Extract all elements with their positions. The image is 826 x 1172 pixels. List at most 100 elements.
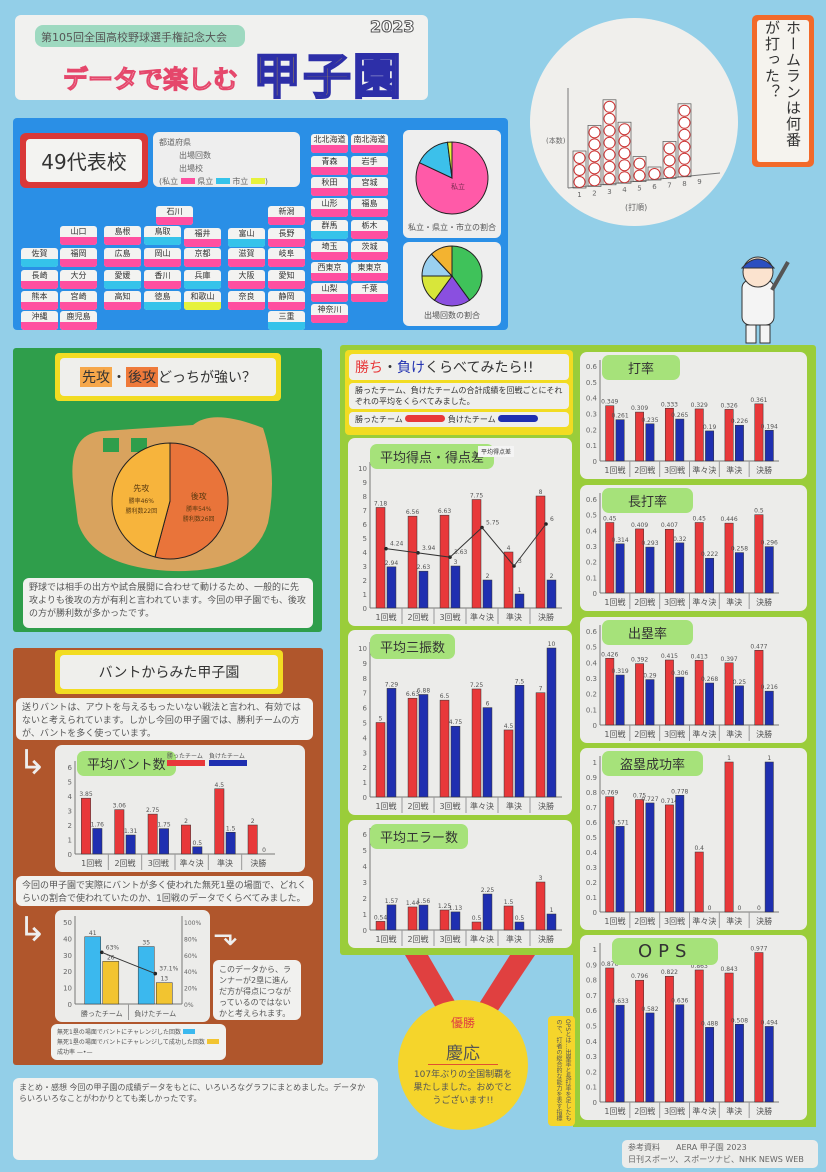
data-label: 0.397 xyxy=(720,656,737,663)
data-label: 35 xyxy=(142,940,150,947)
prefecture-name: 愛媛 xyxy=(114,271,131,280)
x-tick-label: 3回戦 xyxy=(664,1106,685,1116)
y-tick-label: 7 xyxy=(363,507,367,515)
school-type-bar xyxy=(144,281,181,289)
y-tick-label: 0.3 xyxy=(586,411,597,419)
y-tick-label: 1 xyxy=(363,911,367,919)
baseball-icon xyxy=(618,147,631,160)
y-tick-label: 6 xyxy=(363,831,368,839)
bar-lose xyxy=(482,893,493,931)
pie-caption: 私立・県立・市立の割合 xyxy=(408,223,496,232)
prefecture-tile: 兵庫 xyxy=(184,270,221,289)
chart-title: 長打率 xyxy=(602,488,694,513)
compare-legend: 勝ったチーム 負けたチーム xyxy=(349,412,569,427)
y-tick-label: 10 xyxy=(63,985,72,993)
prefecture-tile: 山梨 xyxy=(311,283,348,302)
prefecture-tile: 東東京 xyxy=(351,262,388,281)
prefecture-name: 香川 xyxy=(154,271,171,280)
bar-lose xyxy=(450,725,461,798)
y-tick-label: 4 xyxy=(363,734,368,742)
koshien-title: 甲子園 xyxy=(252,48,404,106)
data-label: 0 xyxy=(738,905,742,912)
bar-lose xyxy=(546,579,557,609)
y-tick-label: 0 xyxy=(593,458,597,466)
data-label: 0.296 xyxy=(761,540,778,547)
homerun-bar xyxy=(587,125,602,187)
school-type-bar xyxy=(21,322,58,330)
prefecture-name: 茨城 xyxy=(361,242,378,251)
bar-win xyxy=(754,650,764,726)
baseball-player-illustration xyxy=(728,250,790,345)
prefecture-tile: 福井 xyxy=(184,228,221,247)
baseball-icon xyxy=(603,136,616,149)
data-label: 0.863 xyxy=(691,963,708,970)
prefecture-name: 広島 xyxy=(114,249,131,258)
y-tick-label: 0.5 xyxy=(586,512,597,520)
baseball-icon xyxy=(603,172,616,185)
data-label: 0.5 xyxy=(193,840,203,847)
y-tick-label: 0.1 xyxy=(586,442,597,450)
data-label: 0.876 xyxy=(601,961,618,968)
y-tick-label: 30 xyxy=(63,952,72,960)
baseball-icon xyxy=(603,100,616,113)
data-label: 26 xyxy=(107,954,115,961)
prefecture-name: 埼玉 xyxy=(321,242,338,251)
prefecture-name: 鳥取 xyxy=(154,227,171,236)
school-type-bar xyxy=(104,237,141,245)
sente-kouko-panel: 先攻・後攻 どっちが強い？ 後攻 勝率54% 勝利数26回 先攻 勝率46% 勝利数22回 … xyxy=(13,348,322,632)
school-type-bar xyxy=(104,281,141,289)
school-type-bar xyxy=(184,239,221,247)
homerun-bar xyxy=(617,121,632,184)
line-label: 3.94 xyxy=(422,545,436,552)
prefecture-tile: 京都 xyxy=(184,248,221,267)
prefecture-name: 長崎 xyxy=(31,271,48,280)
map-title: 49代表校 xyxy=(20,133,148,188)
bar-win xyxy=(754,514,764,594)
data-label: 7.75 xyxy=(470,493,484,500)
bar-lose xyxy=(102,961,120,1005)
data-label: 0.329 xyxy=(691,402,708,409)
data-label: 0 xyxy=(757,905,761,912)
y-tick-label: 0.1 xyxy=(586,574,597,582)
x-tick-label: 決勝 xyxy=(538,934,554,944)
compare-desc: 勝ったチーム、負けたチームの合計成績を回戦ごとにそれぞれの平均をくらべてみました… xyxy=(349,383,569,409)
prefecture-tile: 長崎 xyxy=(21,270,58,289)
prefecture-name: 奈良 xyxy=(238,292,255,301)
pie-caption: 出場回数の割合 xyxy=(424,311,480,320)
bar-win xyxy=(694,408,704,462)
x-tick-label: 3回戦 xyxy=(439,612,460,622)
medal-message: 107年ぶりの全国制覇を果たしました。おめでとうございます!! xyxy=(413,1070,513,1106)
bar-lose xyxy=(735,424,744,462)
prefecture-name: 宮崎 xyxy=(70,292,87,301)
y-tick-label: 0.5 xyxy=(586,1023,597,1031)
bar-win xyxy=(375,722,386,798)
bar-win xyxy=(694,851,704,913)
main-title: データで楽しむ xyxy=(62,65,239,95)
prefecture-name: 北北海道 xyxy=(313,135,346,144)
data-label: 0.413 xyxy=(691,653,708,660)
prefecture-tile: 富山 xyxy=(228,228,265,247)
bar-lose xyxy=(615,826,625,913)
x-tick-label: 9 xyxy=(697,178,701,186)
data-label: 0.268 xyxy=(701,676,718,683)
prefecture-name: 富山 xyxy=(238,229,255,238)
bar-win xyxy=(635,663,645,726)
prefecture-tile: 奈良 xyxy=(228,291,265,310)
homerun-chart: (本数) (打順) 1 2 3 4 5 6 7 8 9 xyxy=(546,88,721,212)
y-tick-label: 4 xyxy=(363,549,368,557)
bottom-summary: まとめ・感想 今回の甲子園の成績データをもとに、いろいろなグラフにまとめました。… xyxy=(13,1078,378,1160)
y-tick-label: 0.4 xyxy=(586,659,598,667)
school-type-bar xyxy=(351,188,388,196)
bar-win xyxy=(724,662,734,726)
chart-title: 出塁率 xyxy=(602,620,694,645)
homerun-question: ホームランは何番が打った？ xyxy=(752,15,814,167)
bar-win xyxy=(724,409,734,462)
pie-slice-text: 勝率46% xyxy=(129,497,155,505)
y-tick-label: 0.8 xyxy=(586,977,597,985)
data-label: 2.94 xyxy=(385,560,399,567)
y2-tick-label: 100% xyxy=(184,920,201,927)
bar-lose xyxy=(159,828,169,855)
prefecture-tile: 神奈川 xyxy=(311,304,348,323)
y-tick-label: 10 xyxy=(358,465,367,473)
